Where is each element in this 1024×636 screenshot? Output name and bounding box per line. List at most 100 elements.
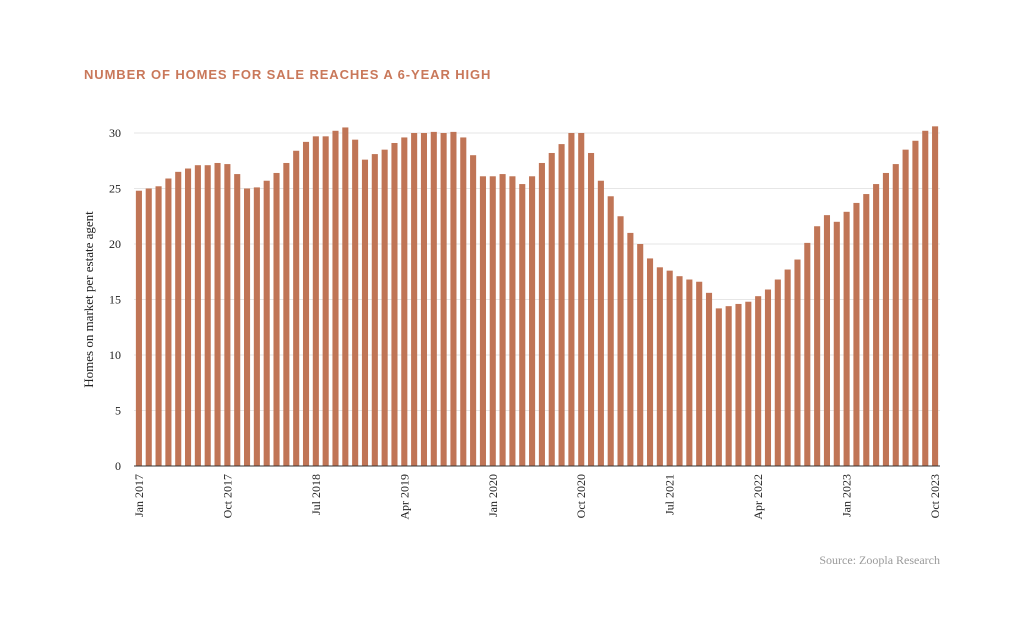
bar: [391, 142, 398, 467]
y-tick-label: 0: [115, 459, 121, 473]
bar: [332, 130, 339, 466]
bar: [440, 133, 447, 466]
x-tick-label: Oct 2020: [574, 474, 588, 518]
bar: [784, 269, 791, 466]
bar: [175, 171, 182, 466]
chart-title: NUMBER OF HOMES FOR SALE REACHES A 6-YEA…: [84, 67, 492, 82]
bar: [214, 162, 221, 466]
y-tick-label: 5: [115, 404, 121, 418]
bar: [843, 211, 850, 466]
bar: [617, 216, 624, 466]
bar: [548, 152, 555, 467]
bar: [302, 141, 310, 466]
bar: [932, 126, 939, 466]
bar: [637, 244, 644, 466]
bar: [381, 149, 388, 466]
bar: [588, 152, 595, 467]
x-tick-label: Oct 2017: [220, 474, 234, 518]
bar: [460, 137, 467, 466]
bar: [646, 258, 654, 466]
bar: [725, 306, 732, 466]
y-tick-label: 10: [109, 348, 121, 362]
bar: [863, 194, 870, 467]
bar: [578, 133, 585, 466]
bar: [352, 139, 359, 466]
bar: [420, 133, 428, 466]
bar: [735, 303, 742, 466]
x-tick-label: Jul 2018: [309, 474, 323, 515]
bar: [558, 144, 565, 466]
x-tick-label: Apr 2019: [397, 474, 411, 520]
bar: [401, 137, 408, 466]
bar: [479, 176, 486, 467]
bar: [912, 140, 919, 466]
bar: [283, 162, 290, 466]
source-note: Source: Zoopla Research: [819, 553, 940, 567]
bar: [322, 136, 329, 466]
bar: [470, 155, 477, 466]
bar: [696, 281, 703, 466]
bar: [529, 176, 536, 467]
bar: [165, 178, 172, 466]
bar: [135, 190, 142, 466]
bar: [499, 174, 506, 466]
y-axis-label: Homes on market per estate agent: [81, 211, 96, 388]
bar: [411, 133, 418, 466]
bar: [243, 188, 251, 466]
bar: [450, 131, 457, 466]
bar: [627, 232, 634, 466]
bar: [873, 184, 880, 466]
bar: [204, 165, 211, 466]
bar: [774, 279, 781, 466]
bar: [509, 176, 516, 467]
x-tick-label: Jan 2020: [486, 474, 500, 517]
bar: [656, 267, 663, 466]
bar: [519, 184, 526, 466]
bar: [430, 131, 437, 466]
bar: [155, 186, 162, 466]
bar: [273, 172, 280, 466]
bar: [705, 292, 713, 466]
bar: [902, 149, 909, 466]
bar: [568, 133, 575, 466]
bar: [263, 180, 270, 467]
x-tick-label: Jan 2023: [840, 474, 854, 517]
bar: [607, 196, 614, 466]
bar: [234, 174, 241, 466]
y-tick-label: 20: [109, 237, 121, 251]
bar: [804, 242, 811, 466]
bar: [676, 276, 683, 466]
bar: [489, 176, 496, 467]
bar: [145, 188, 152, 466]
x-tick-label: Jan 2017: [132, 474, 146, 517]
bar: [794, 259, 801, 466]
bars: [135, 126, 939, 467]
bar: [922, 130, 929, 466]
bar: [597, 180, 604, 467]
x-tick-label: Apr 2022: [751, 474, 765, 520]
y-axis-ticks: 0 5 10 15 20 25 30: [109, 126, 121, 473]
bar: [253, 187, 260, 466]
bar: [892, 164, 899, 466]
y-tick-label: 15: [109, 293, 121, 307]
bar: [814, 226, 821, 466]
bar: [371, 154, 378, 466]
bar: [833, 221, 840, 466]
bar: [755, 296, 762, 466]
y-tick-label: 30: [109, 126, 121, 140]
x-tick-label: Oct 2023: [928, 474, 942, 518]
bar: [224, 164, 231, 466]
bar: [666, 270, 673, 466]
bar: [293, 150, 300, 466]
bar: [686, 279, 693, 466]
bar: [882, 172, 889, 466]
bar: [312, 136, 319, 466]
bar: [194, 165, 201, 466]
bar: [745, 301, 752, 466]
bar: [764, 289, 772, 466]
bar: [185, 168, 192, 466]
x-axis-ticks: Jan 2017 Oct 2017 Jul 2018 Apr 2019 Jan 2020…: [132, 474, 942, 520]
y-tick-label: 25: [109, 182, 121, 196]
bar: [361, 159, 369, 466]
